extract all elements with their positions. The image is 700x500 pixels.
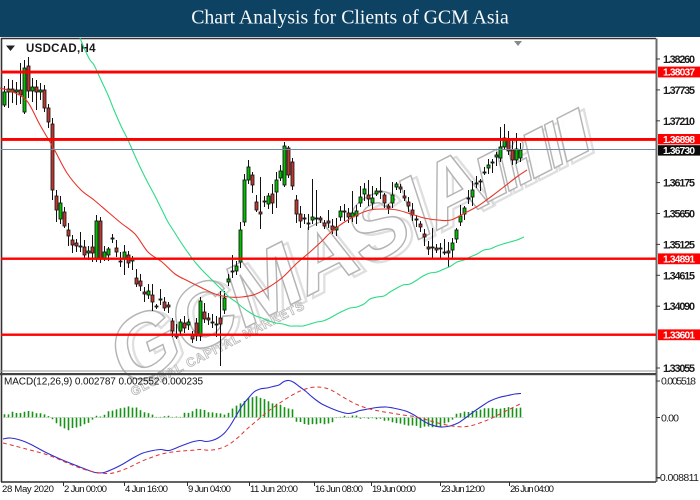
svg-text:0.00: 0.00	[661, 413, 679, 425]
svg-text:4 Jun 16:00: 4 Jun 16:00	[125, 484, 168, 495]
svg-text:2 Jun 00:00: 2 Jun 00:00	[64, 484, 107, 495]
svg-text:MACD(12,26,9) 0.002787 0.00255: MACD(12,26,9) 0.002787 0.002552 0.000235	[4, 377, 203, 388]
svg-text:1.33055: 1.33055	[663, 363, 695, 375]
svg-text:19 Jun 00:00: 19 Jun 00:00	[372, 484, 416, 495]
svg-text:1.36730: 1.36730	[663, 146, 695, 157]
svg-text:23 Jun 12:00: 23 Jun 12:00	[441, 484, 485, 495]
svg-text:USDCAD,H4: USDCAD,H4	[26, 43, 96, 55]
svg-text:1.34090: 1.34090	[663, 301, 695, 313]
svg-text:1.34615: 1.34615	[663, 270, 695, 282]
svg-text:0.005518: 0.005518	[661, 376, 696, 388]
svg-text:1.33601: 1.33601	[663, 330, 695, 341]
svg-text:1.38260: 1.38260	[663, 54, 695, 66]
svg-text:1.37210: 1.37210	[663, 116, 695, 128]
svg-text:26 Jun 04:00: 26 Jun 04:00	[510, 484, 554, 495]
svg-text:16 Jun 08:00: 16 Jun 08:00	[315, 484, 363, 495]
svg-text:Chart Analysis for Clients of: Chart Analysis for Clients of GCM Asia	[191, 7, 509, 29]
svg-text:1.36175: 1.36175	[663, 178, 695, 190]
svg-text:1.35125: 1.35125	[663, 239, 695, 251]
svg-text:1.38037: 1.38037	[663, 68, 695, 79]
svg-text:11 Jun 20:00: 11 Jun 20:00	[250, 484, 298, 495]
svg-text:-0.008811: -0.008811	[657, 472, 699, 484]
svg-text:1.36898: 1.36898	[663, 135, 695, 146]
svg-text:1.35650: 1.35650	[663, 209, 695, 221]
svg-text:1.37735: 1.37735	[663, 85, 695, 97]
svg-text:1.34891: 1.34891	[663, 254, 695, 265]
svg-text:28 May 2020: 28 May 2020	[2, 484, 54, 495]
svg-text:9 Jun 04:00: 9 Jun 04:00	[188, 484, 231, 495]
